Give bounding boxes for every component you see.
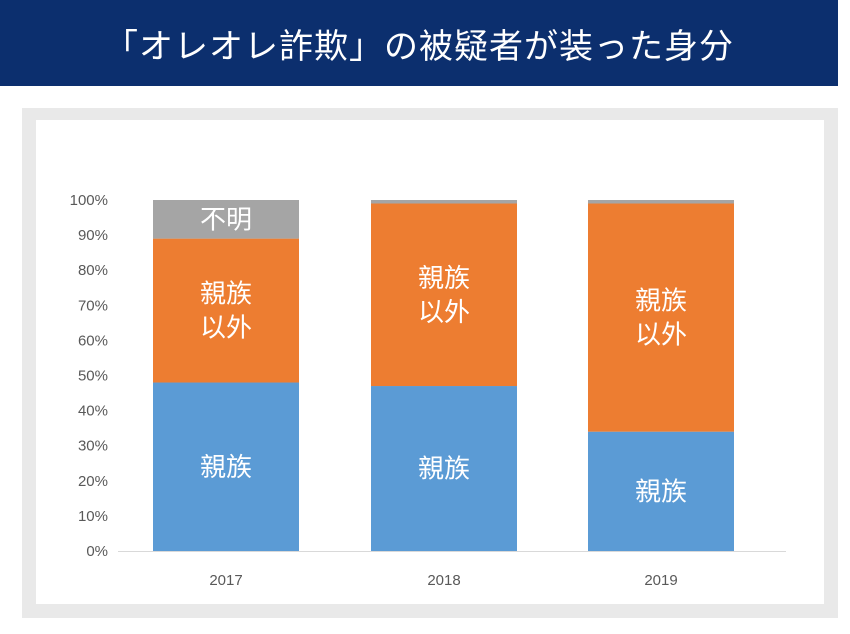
data-label: 不明 <box>200 205 252 235</box>
data-label: 親族 <box>418 455 470 485</box>
title-bar: 「オレオレ詐欺」の被疑者が装った身分 <box>0 0 838 86</box>
x-tick-label: 2019 <box>644 572 677 589</box>
x-tick-label: 2018 <box>427 572 460 589</box>
bar-segment-2019-1 <box>588 203 734 432</box>
y-tick-label: 10% <box>78 508 108 525</box>
bar-segment-2019-2 <box>588 200 734 204</box>
bar-segment-2017-2 <box>153 200 299 239</box>
bar-segment-2018-1 <box>371 203 517 387</box>
y-tick-label: 0% <box>86 543 108 560</box>
y-tick-label: 20% <box>78 473 108 490</box>
y-tick-label: 50% <box>78 368 108 385</box>
data-label: 親族 <box>635 287 687 317</box>
y-tick-label: 100% <box>70 192 108 209</box>
data-label: 親族 <box>635 477 687 507</box>
data-label: 以外 <box>635 321 687 351</box>
bar-segment-2018-0 <box>371 386 517 551</box>
y-tick-label: 80% <box>78 262 108 279</box>
data-label: 親族 <box>200 280 252 310</box>
data-label: 以外 <box>200 314 252 344</box>
data-label: 親族 <box>418 264 470 294</box>
chart-area: 0% 10% 20% 30% 40% 50% 60% 70% 80% 90% 100% 親族 親族 以外不… <box>36 120 824 604</box>
data-label: 親族 <box>200 453 252 483</box>
bar-segment-2017-1 <box>153 238 299 383</box>
stacked-bar-chart: 0%10%20%30%40%50%60%70%80%90%100%親族親族以外不… <box>70 192 786 589</box>
y-tick-label: 60% <box>78 332 108 349</box>
data-label: 以外 <box>418 298 470 328</box>
bar-segment-2019-0 <box>588 431 734 551</box>
y-tick-label: 90% <box>78 227 108 244</box>
chart-panel: 0% 10% 20% 30% 40% 50% 60% 70% 80% 90% 100% 親族 親族 以外不… <box>22 108 838 618</box>
bar-segment-2017-0 <box>153 382 299 551</box>
y-tick-label: 40% <box>78 403 108 420</box>
y-tick-label: 30% <box>78 438 108 455</box>
bar-segment-2018-2 <box>371 200 517 204</box>
page-title: 「オレオレ詐欺」の被疑者が装った身分 <box>104 26 734 67</box>
x-tick-label: 2017 <box>209 572 242 589</box>
y-tick-label: 70% <box>78 297 108 314</box>
